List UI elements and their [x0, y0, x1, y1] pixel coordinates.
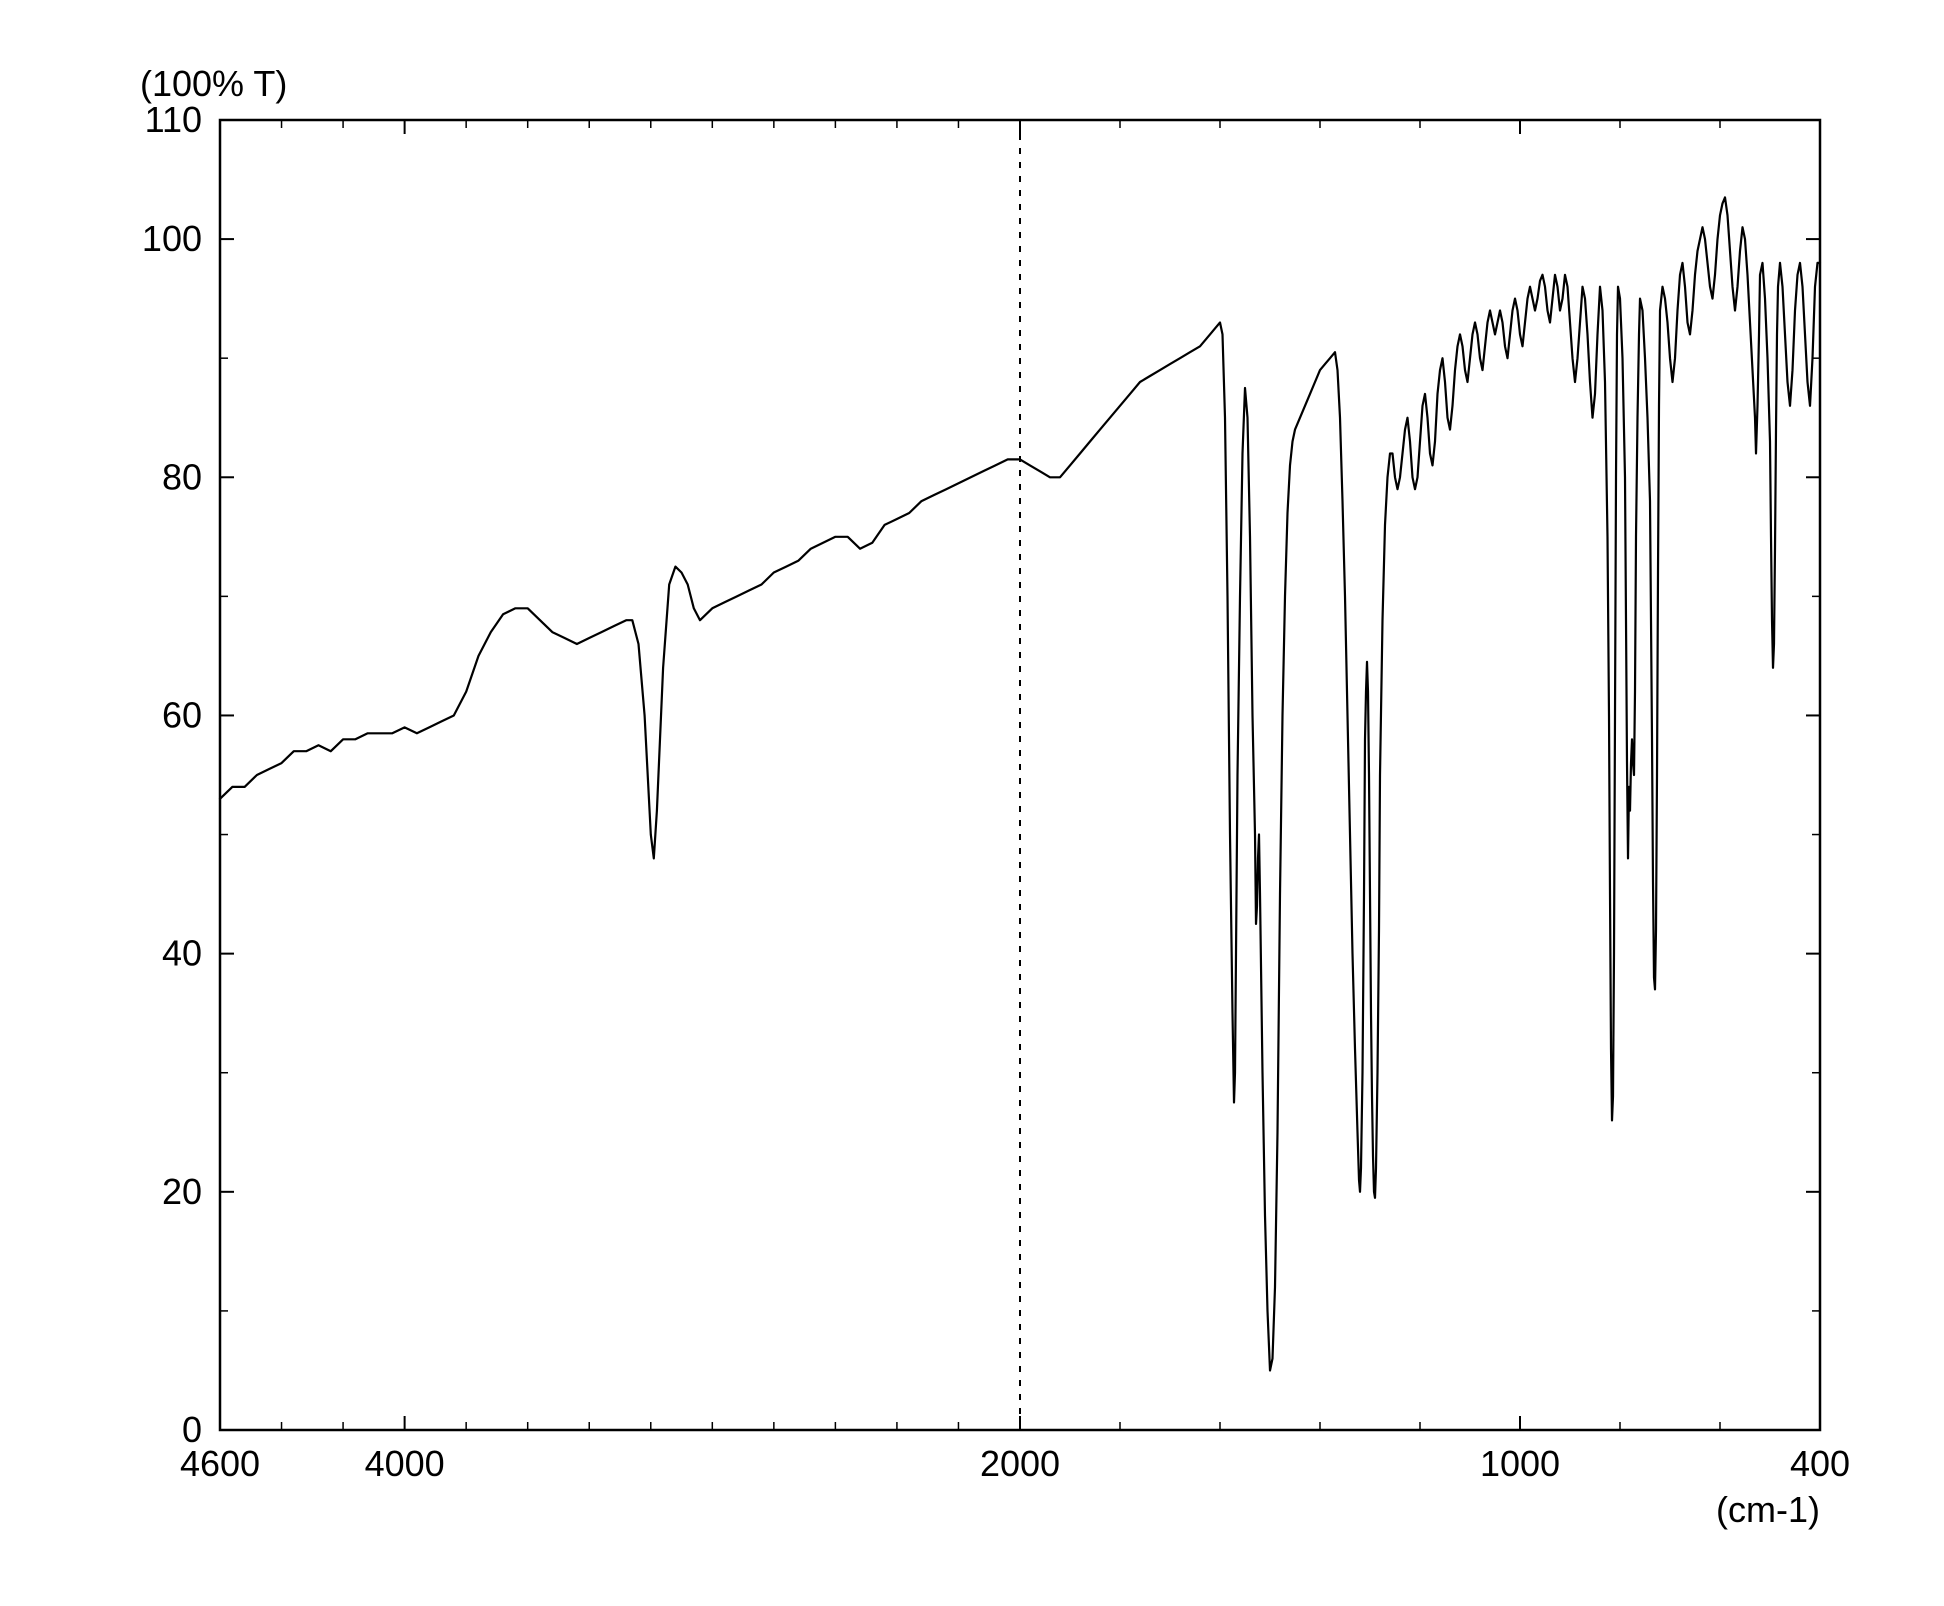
chart-svg: 0204060801001104600400020001000400(100% …: [0, 0, 1944, 1606]
y-tick-label: 100: [142, 218, 202, 259]
y-tick-label: 40: [162, 933, 202, 974]
y-tick-label: 20: [162, 1171, 202, 1212]
ir-spectrum-chart: 0204060801001104600400020001000400(100% …: [0, 0, 1944, 1606]
y-axis-label: (100% T): [140, 63, 287, 104]
x-tick-label: 4000: [365, 1443, 445, 1484]
x-tick-label: 4600: [180, 1443, 260, 1484]
x-tick-label: 1000: [1480, 1443, 1560, 1484]
x-tick-label: 2000: [980, 1443, 1060, 1484]
y-tick-label: 110: [145, 99, 202, 140]
x-tick-label: 400: [1790, 1443, 1850, 1484]
y-tick-label: 60: [162, 694, 202, 735]
y-tick-label: 80: [162, 456, 202, 497]
x-axis-label: (cm-1): [1716, 1489, 1820, 1530]
